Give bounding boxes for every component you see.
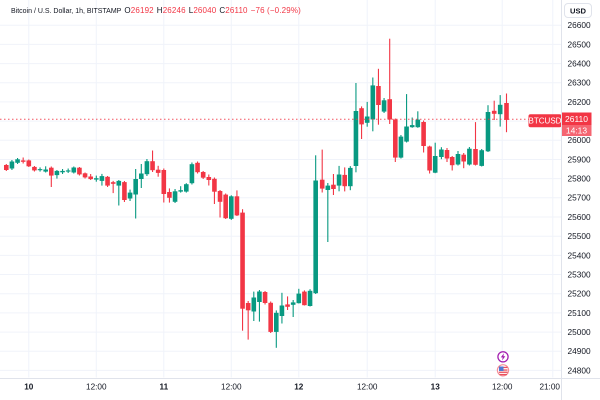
svg-text:USD: USD (570, 7, 587, 16)
svg-text:12:00: 12:00 (221, 382, 242, 391)
svg-text:12:00: 12:00 (357, 382, 378, 391)
svg-text:26200: 26200 (568, 97, 591, 107)
svg-text:Bitcoin / U.S. Dollar, 1h, BIT: Bitcoin / U.S. Dollar, 1h, BITSTAMP (11, 8, 122, 15)
svg-text:10: 10 (24, 382, 34, 391)
svg-text:26500: 26500 (568, 39, 591, 49)
svg-text:21:00: 21:00 (539, 382, 560, 391)
svg-text:25800: 25800 (568, 174, 591, 184)
svg-text:26110: 26110 (565, 114, 588, 124)
svg-text:14:13: 14:13 (566, 125, 588, 135)
svg-text:25000: 25000 (568, 327, 591, 337)
svg-text:12:00: 12:00 (86, 382, 107, 391)
svg-text:24900: 24900 (568, 346, 591, 356)
svg-text:BTCUSD: BTCUSD (529, 117, 562, 126)
svg-text:26400: 26400 (568, 59, 591, 69)
svg-text:24800: 24800 (568, 365, 591, 375)
svg-text:25400: 25400 (568, 250, 591, 260)
svg-text:25600: 25600 (568, 212, 591, 222)
svg-text:12: 12 (294, 382, 304, 391)
svg-text:11: 11 (159, 382, 168, 391)
svg-text:26000: 26000 (568, 135, 591, 145)
svg-text:25100: 25100 (568, 308, 591, 318)
svg-text:25700: 25700 (568, 193, 591, 203)
svg-text:13: 13 (431, 382, 441, 391)
svg-text:25200: 25200 (568, 289, 591, 299)
svg-text:25300: 25300 (568, 269, 591, 279)
svg-text:26300: 26300 (568, 78, 591, 88)
svg-text:12:00: 12:00 (492, 382, 513, 391)
svg-text:26600: 26600 (568, 20, 591, 30)
svg-text:25900: 25900 (568, 154, 591, 164)
svg-text:25500: 25500 (568, 231, 591, 241)
